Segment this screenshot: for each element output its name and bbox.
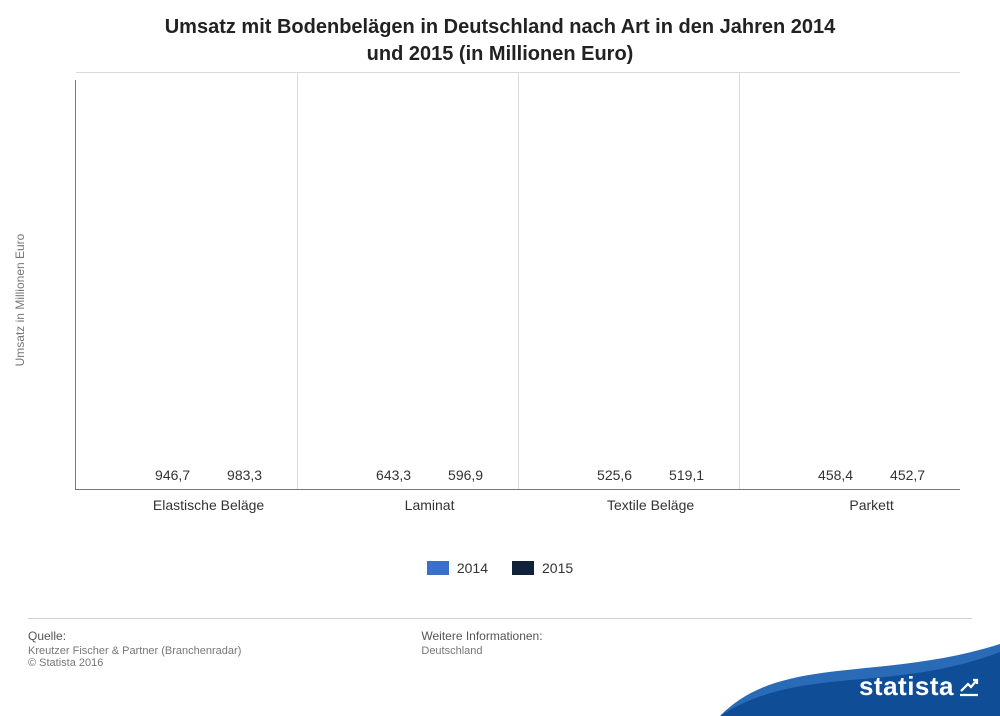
category-label: Elastische Beläge xyxy=(153,497,264,513)
legend-label: 2014 xyxy=(457,560,488,576)
bar-value-label: 596,9 xyxy=(448,467,483,483)
brand-name: statista xyxy=(859,671,954,702)
bar-value-label: 452,7 xyxy=(890,467,925,483)
y-axis-label: Umsatz in Millionen Euro xyxy=(13,234,27,367)
bar-value-label: 519,1 xyxy=(669,467,704,483)
bar-value-label: 525,6 xyxy=(597,467,632,483)
legend-label: 2015 xyxy=(542,560,573,576)
brand-arrow-icon xyxy=(958,676,980,698)
chart-title: Umsatz mit Bodenbelägen in Deutschland n… xyxy=(0,0,1000,72)
bar-value-label: 643,3 xyxy=(376,467,411,483)
bar-value-label: 458,4 xyxy=(818,467,853,483)
chart-title-line1: Umsatz mit Bodenbelägen in Deutschland n… xyxy=(40,14,960,41)
source-line1: Kreutzer Fischer & Partner (Branchenrada… xyxy=(28,645,241,657)
brand-logo: statista xyxy=(859,671,980,702)
source-line2: © Statista 2016 xyxy=(28,657,241,669)
chart-title-line2: und 2015 (in Millionen Euro) xyxy=(40,41,960,68)
source-block: Quelle: Kreutzer Fischer & Partner (Bran… xyxy=(28,629,241,669)
bar-value-label: 946,7 xyxy=(155,467,190,483)
legend: 2014 2015 xyxy=(0,560,1000,580)
category-label: Textile Beläge xyxy=(607,497,694,513)
grid-vline xyxy=(297,72,298,489)
category-label: Laminat xyxy=(405,497,455,513)
plot-region: 946,7983,3Elastische Beläge643,3596,9Lam… xyxy=(75,80,960,490)
info-header: Weitere Informationen: xyxy=(421,629,542,643)
category-label: Parkett xyxy=(849,497,893,513)
bar-value-label: 983,3 xyxy=(227,467,262,483)
chart-area: Umsatz in Millionen Euro 946,7983,3Elast… xyxy=(30,80,970,520)
legend-item: 2015 xyxy=(512,560,573,576)
grid-vline xyxy=(518,72,519,489)
info-line1: Deutschland xyxy=(421,645,542,657)
info-block: Weitere Informationen: Deutschland xyxy=(421,629,542,669)
legend-swatch xyxy=(427,561,449,575)
grid-vline xyxy=(739,72,740,489)
source-header: Quelle: xyxy=(28,629,241,643)
legend-swatch xyxy=(512,561,534,575)
legend-item: 2014 xyxy=(427,560,488,576)
